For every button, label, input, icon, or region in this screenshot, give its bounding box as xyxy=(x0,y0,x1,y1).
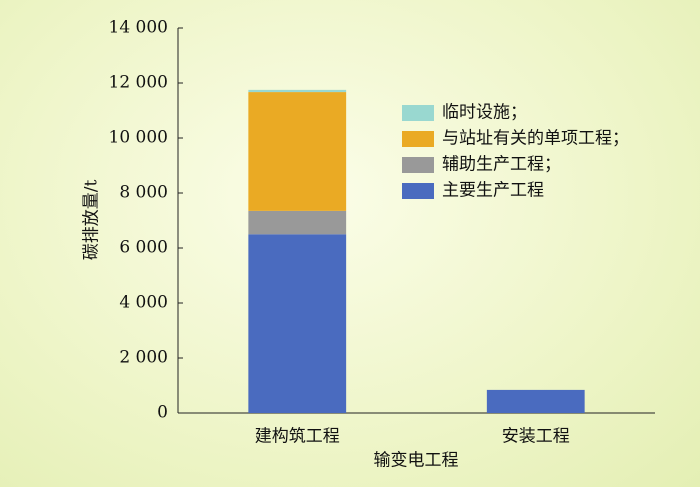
bar-segment xyxy=(486,389,585,413)
legend-swatch xyxy=(402,105,434,121)
legend-swatch xyxy=(402,131,434,147)
y-tick-label: 8 000 xyxy=(119,183,168,203)
legend-swatch xyxy=(402,157,434,173)
bar-segment xyxy=(248,92,347,211)
x-tick-label: 安装工程 xyxy=(502,427,570,447)
y-tick-label: 14 000 xyxy=(109,18,168,38)
legend-swatch xyxy=(402,183,434,199)
y-tick-label: 10 000 xyxy=(109,128,168,148)
legend-label: 辅助生产工程； xyxy=(442,155,561,175)
y-tick-label: 12 000 xyxy=(109,73,168,93)
legend-label: 临时设施； xyxy=(442,103,527,123)
bar-segment xyxy=(248,89,347,93)
legend-label: 与站址有关的单项工程； xyxy=(442,129,629,149)
legend-label: 主要生产工程 xyxy=(442,181,544,201)
bar-segment xyxy=(248,234,347,413)
y-tick-label: 6 000 xyxy=(119,238,168,258)
y-tick-label: 4 000 xyxy=(119,293,168,313)
x-tick-label: 建构筑工程 xyxy=(255,427,340,447)
x-axis-label: 输变电工程 xyxy=(374,451,459,471)
bar-segment xyxy=(248,210,347,235)
y-tick-label: 2 000 xyxy=(119,348,168,368)
y-tick-label: 0 xyxy=(157,403,168,423)
y-axis-label: 碳排放量/t xyxy=(82,180,102,261)
